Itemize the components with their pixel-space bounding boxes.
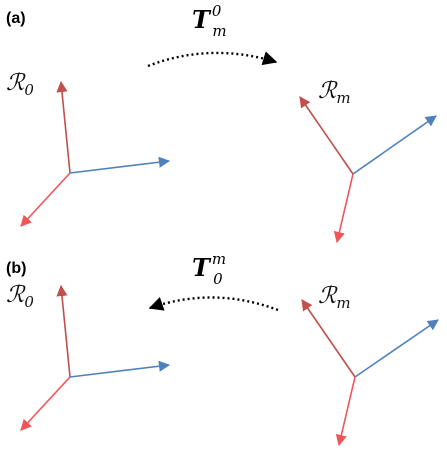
frame-r0-b-label: ℛ0: [6, 282, 34, 311]
transform-b-subscript: 0: [213, 270, 223, 288]
frame-rm-a-axis-upleft: [299, 96, 354, 175]
transform-a-superscript: 0: [212, 2, 222, 20]
frame-rm-b: ℛm: [301, 283, 439, 447]
frame-r0-b-axis-right: [69, 360, 171, 378]
frame-r0-b-axis-up: [56, 284, 71, 378]
frame-rm-b-label: ℛm: [318, 283, 351, 312]
frame-r0-b-subscript: 0: [24, 293, 34, 311]
transform-a-symbol: T: [192, 5, 212, 34]
transform-b-superscript: m: [212, 250, 226, 268]
frame-rm-b-axis-upright: [354, 319, 439, 378]
frame-rm-b-axis-down: [335, 376, 356, 447]
frame-rm-a-axis-upright: [352, 115, 437, 175]
frame-r0-a: ℛ0: [6, 70, 171, 227]
frame-r0-a-label: ℛ0: [6, 70, 34, 99]
frame-r0-b: ℛ0: [6, 282, 171, 431]
transform-a-arrow: [147, 51, 278, 68]
panel-a-label: (a): [6, 10, 26, 27]
frame-rm-b-subscript: m: [336, 294, 350, 312]
transform-b-symbol: T: [192, 253, 212, 282]
frame-r0-a-axis-up: [56, 80, 71, 174]
frame-rm-a-subscript: m: [336, 89, 350, 107]
panel-b-label: (b): [6, 260, 26, 277]
frame-r0-a-subscript: 0: [24, 81, 34, 99]
frame-rm-b-axis-upleft: [301, 299, 356, 378]
frame-rm-a-label: ℛm: [318, 78, 351, 107]
frame-rm-a-symbol: ℛ: [318, 78, 338, 104]
frame-r0-a-symbol: ℛ: [6, 70, 26, 96]
frame-r0-a-axis-right: [69, 156, 171, 174]
frame-rm-a-axis-down: [333, 173, 354, 244]
transform-b-arrow: [148, 296, 279, 312]
frame-r0-a-axis-down: [20, 172, 71, 227]
frame-rm-b-symbol: ℛ: [318, 283, 338, 309]
transform-a-subscript: m: [212, 22, 226, 40]
frame-r0-b-axis-down: [20, 376, 71, 431]
frame-r0-b-symbol: ℛ: [6, 282, 26, 308]
frame-rm-a: ℛm: [299, 78, 437, 244]
